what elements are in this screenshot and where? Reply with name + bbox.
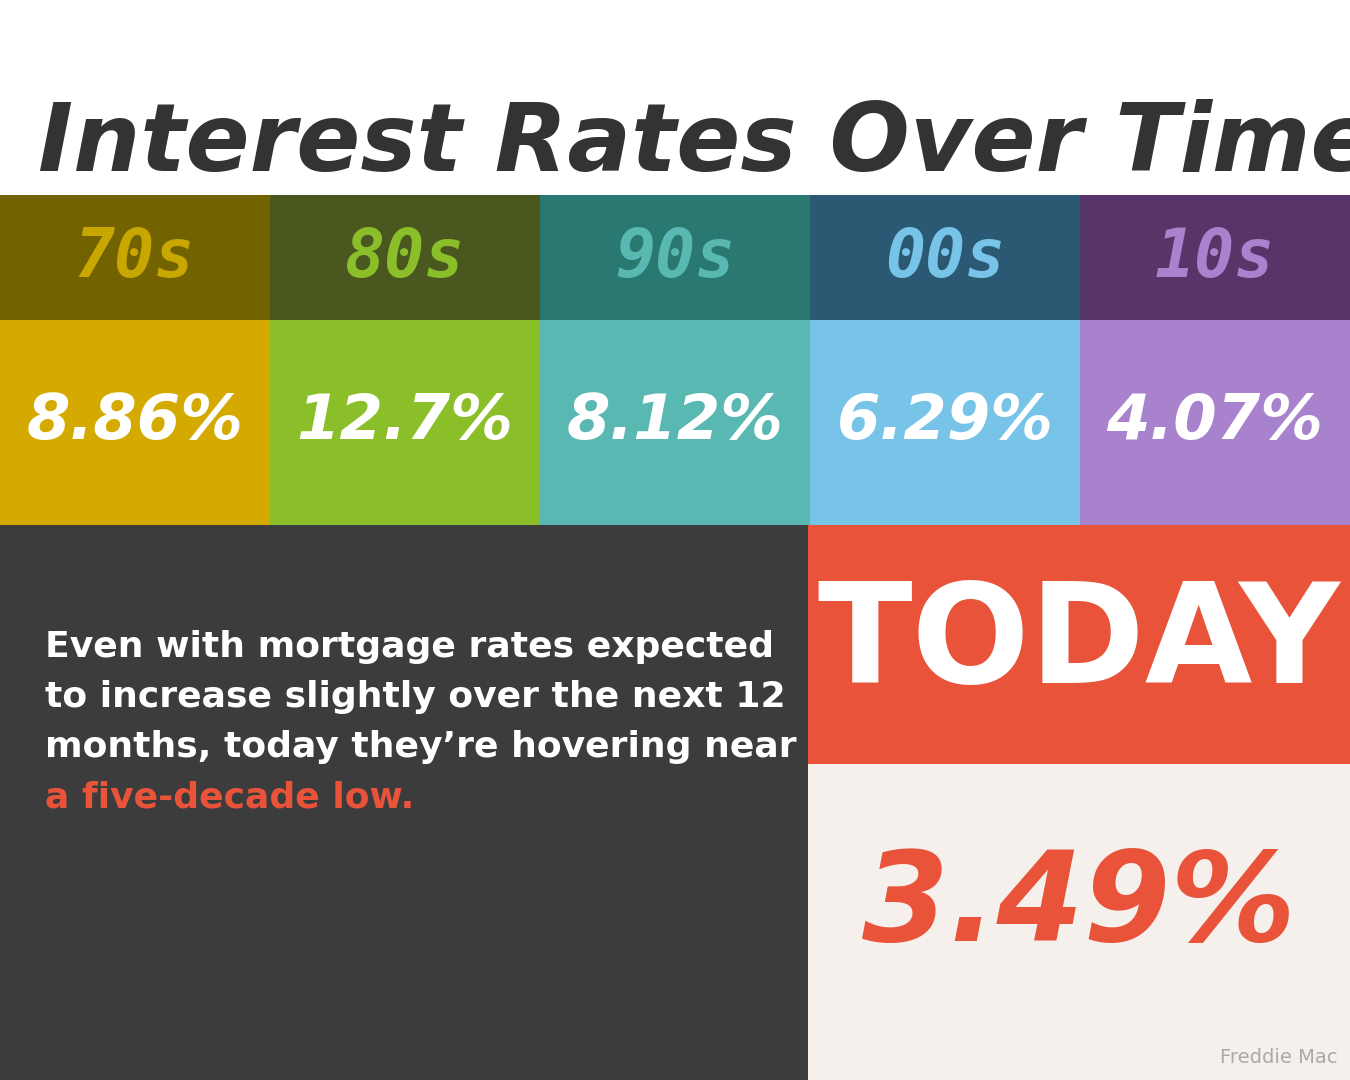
Bar [270, 320, 540, 525]
Text: Even with mortgage rates expected: Even with mortgage rates expected [45, 630, 774, 664]
Text: TODAY: TODAY [818, 577, 1341, 712]
Text: Interest Rates Over Time: Interest Rates Over Time [38, 99, 1350, 191]
Text: 4.07%: 4.07% [1107, 392, 1323, 453]
Text: 8.12%: 8.12% [567, 392, 783, 453]
Bar [0, 320, 270, 525]
Bar [0, 525, 809, 1080]
Text: 10s: 10s [1154, 225, 1276, 291]
Bar [809, 764, 1350, 1080]
Bar [270, 195, 540, 320]
Text: 70s: 70s [74, 225, 196, 291]
Text: Freddie Mac: Freddie Mac [1220, 1049, 1338, 1067]
Bar [540, 320, 810, 525]
Bar [810, 320, 1080, 525]
Text: 6.29%: 6.29% [837, 392, 1053, 453]
Text: a five-decade low.: a five-decade low. [45, 780, 414, 814]
Text: 90s: 90s [614, 225, 736, 291]
Text: 12.7%: 12.7% [297, 392, 513, 453]
Text: to increase slightly over the next 12: to increase slightly over the next 12 [45, 680, 786, 714]
Bar [1080, 195, 1350, 320]
Text: 8.86%: 8.86% [27, 392, 243, 453]
Bar [0, 195, 270, 320]
Bar [540, 195, 810, 320]
Text: 3.49%: 3.49% [863, 846, 1296, 967]
Text: months, today they’re hovering near: months, today they’re hovering near [45, 730, 796, 765]
Text: 80s: 80s [344, 225, 466, 291]
Bar [1080, 320, 1350, 525]
Bar [810, 195, 1080, 320]
Bar [809, 525, 1350, 764]
Text: 00s: 00s [884, 225, 1006, 291]
